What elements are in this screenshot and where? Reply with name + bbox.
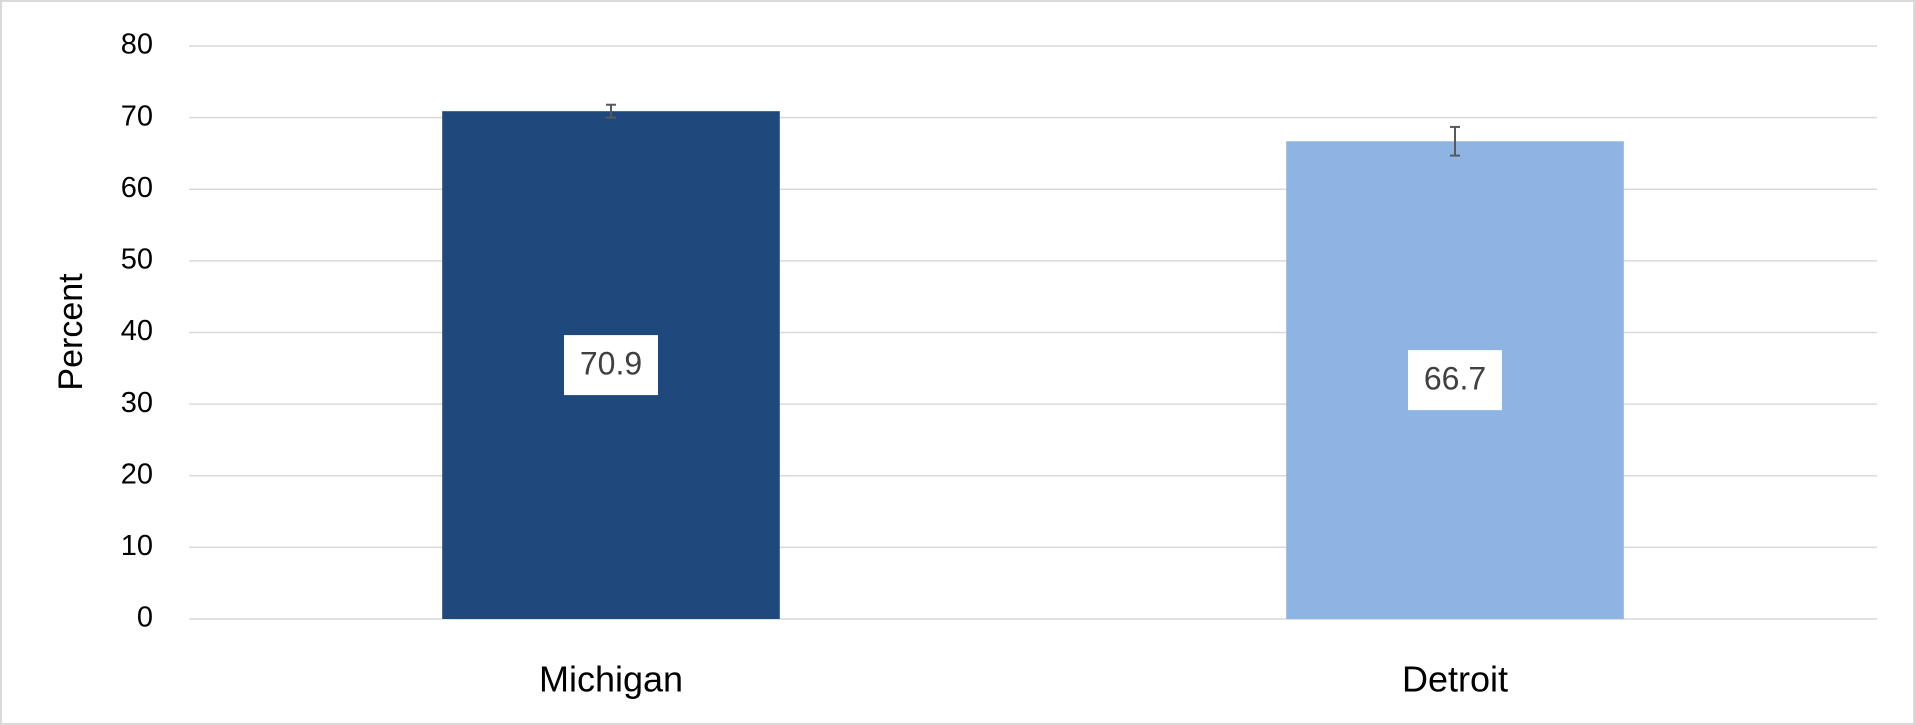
error-bar (1450, 125, 1460, 157)
y-tick-label: 20 (121, 458, 153, 490)
y-tick-label: 0 (137, 602, 153, 634)
data-label: 66.7 (1424, 361, 1486, 397)
y-tick-label: 70 (121, 100, 153, 132)
y-tick-label: 30 (121, 387, 153, 419)
y-tick-label: 80 (121, 29, 153, 61)
error-bar (606, 103, 616, 119)
y-tick-label: 60 (121, 172, 153, 204)
x-tick-label: Michigan (539, 659, 683, 700)
data-label-box (1408, 350, 1502, 411)
y-axis-label: Percent (52, 273, 90, 391)
data-label: 70.9 (580, 346, 642, 382)
y-tick-label: 40 (121, 315, 153, 347)
y-tick-label: 50 (121, 244, 153, 276)
data-label-box (564, 335, 658, 396)
y-tick-label: 10 (121, 530, 153, 562)
x-tick-label: Detroit (1402, 659, 1508, 700)
